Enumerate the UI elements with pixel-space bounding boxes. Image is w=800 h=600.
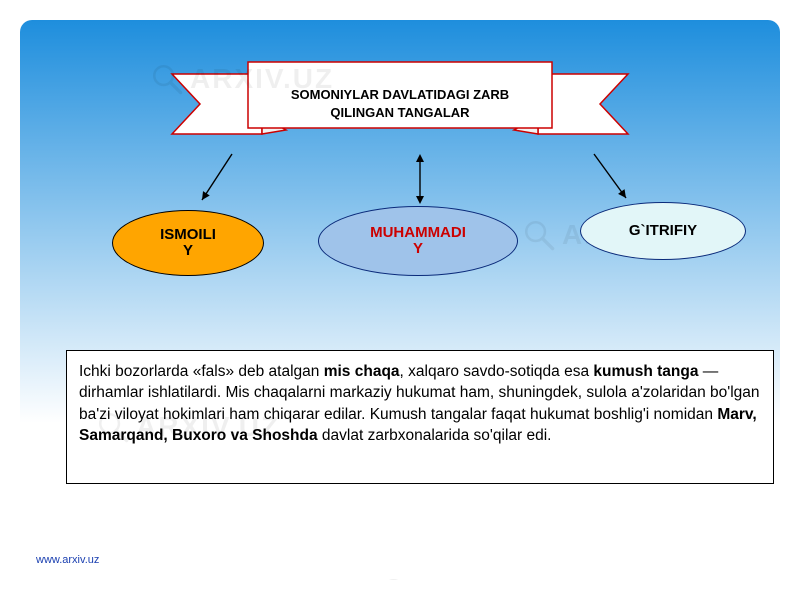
arrow-to-gitrifiy <box>580 148 640 208</box>
magnifier-icon <box>522 218 556 252</box>
arrow-to-muhammadiy <box>400 148 440 210</box>
description-paragraph: Ichki bozorlarda «fals» deb atalgan mis … <box>66 350 774 484</box>
magnifier-icon <box>380 576 414 580</box>
slide-card: SOMONIYLAR DAVLATIDAGI ZARBQILINGAN TANG… <box>20 20 780 580</box>
coin-ismoiliy: ISMOILIY <box>112 210 264 276</box>
site-link[interactable]: www.arxiv.uz <box>36 554 99 566</box>
watermark: ARXIV.UZ <box>380 576 564 580</box>
page-root: SOMONIYLAR DAVLATIDAGI ZARBQILINGAN TANG… <box>0 0 800 600</box>
title-banner: SOMONIYLAR DAVLATIDAGI ZARBQILINGAN TANG… <box>170 56 630 152</box>
coin-gitrifiy: G`ITRIFIY <box>580 202 746 260</box>
arrow-to-ismoiliy <box>190 148 250 208</box>
coin-muhammadiy: MUHAMMADIY <box>318 206 518 276</box>
title-text: SOMONIYLAR DAVLATIDAGI ZARBQILINGAN TANG… <box>170 56 630 152</box>
